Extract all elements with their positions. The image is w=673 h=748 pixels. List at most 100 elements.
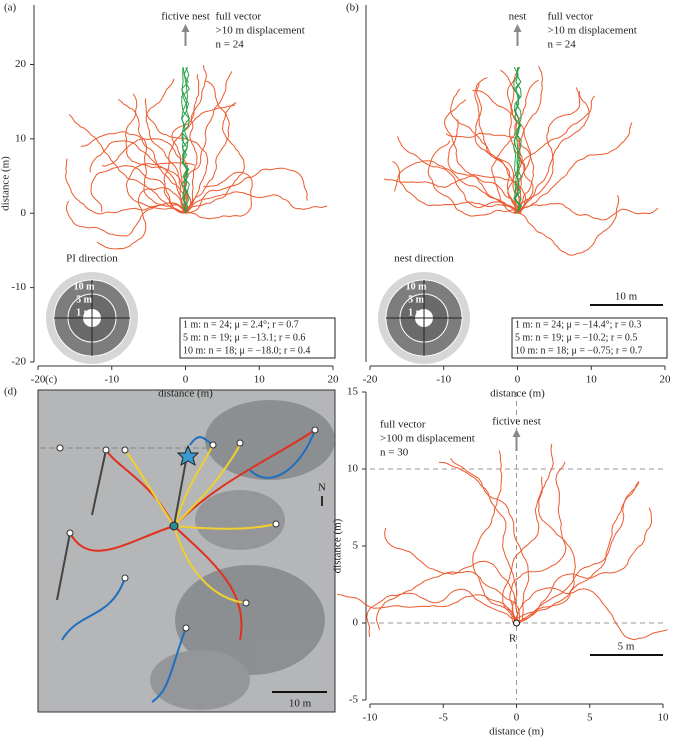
y-tick-label: 0 (353, 617, 359, 629)
trajectory (163, 104, 236, 214)
x-tick-label: 0 (183, 374, 189, 386)
panel-label: (c) (45, 374, 58, 386)
y-tick-label: 5 (353, 540, 359, 552)
inset-title: nest direction (394, 253, 454, 265)
trajectory (516, 481, 640, 624)
trajectory (383, 175, 521, 214)
inset-ring-label: 5 m (408, 294, 425, 305)
trajectory (125, 93, 185, 214)
trajectory (375, 570, 521, 630)
annotation: n = 24 (216, 39, 245, 51)
trajectory (491, 79, 539, 214)
annotation: full vector (216, 11, 262, 23)
annotation: full vector (380, 419, 426, 431)
x-tick-label: -10 (363, 712, 378, 724)
photo-arrows (56, 449, 188, 601)
stats-line: 1 m: n = 24; μ = −14.4°; r = 0.3 (515, 319, 641, 330)
trajectory (438, 461, 518, 624)
annotation: >10 m displacement (216, 25, 305, 37)
y-tick-label: -10 (11, 281, 26, 293)
annotation: >100 m displacement (380, 433, 475, 445)
trajectory (514, 195, 620, 256)
trajectory (96, 187, 186, 250)
inset-title: PI direction (66, 253, 118, 265)
trajectory (184, 101, 245, 214)
photo-routes (61, 429, 316, 703)
scale-bar-label: 5 m (618, 641, 635, 653)
trajectory (519, 507, 653, 624)
trajectory (384, 527, 519, 624)
y-axis-label: distance (m) (332, 518, 344, 573)
trajectory (80, 131, 186, 214)
trajectory (443, 99, 520, 214)
trajectory (450, 457, 530, 624)
inset-ring-label: 1 m (408, 307, 425, 318)
panel: -20 -10 0 10 20 distance (m) (b) nest full vecto… (346, 2, 671, 400)
y-tick-label: 10 (15, 132, 27, 144)
x-tick-label: -20 (31, 374, 46, 386)
trajectory (445, 132, 535, 214)
stats-line: 1 m: n = 24; μ = 2.4°; r = 0.7 (183, 319, 299, 330)
trajectory (512, 95, 595, 214)
x-tick-label: 0 (515, 374, 521, 386)
trajectory (68, 113, 186, 214)
panel: -10 -5 0 5 10 -5 0 5 10 15 distance (m) distance (m… (4, 386, 669, 738)
annotation: n = 30 (380, 447, 409, 459)
nest-search (513, 67, 522, 214)
trajectory (188, 167, 308, 214)
trajectory (337, 593, 520, 624)
y-tick-label: 15 (347, 386, 359, 398)
trajectory (514, 122, 633, 214)
trajectory (509, 461, 567, 624)
annotation: >10 m displacement (548, 25, 637, 37)
inset-ring-label: 5 m (76, 294, 93, 305)
stats-box (511, 317, 668, 359)
trajectory (182, 71, 233, 214)
inset-ring-label: 10 m (74, 281, 96, 292)
trajectory (185, 65, 208, 214)
x-tick-label: -5 (439, 712, 449, 724)
trajectory (397, 136, 517, 214)
trajectory (145, 78, 186, 214)
trajectory (447, 119, 527, 214)
x-tick-label: -10 (436, 374, 451, 386)
annotation: n = 24 (548, 39, 577, 51)
nest-label: nest (509, 11, 527, 23)
nest-search (513, 67, 522, 214)
annotation: full vector (548, 11, 594, 23)
nest-arrowhead (512, 429, 521, 437)
panel-label: (b) (346, 2, 359, 14)
panel: -20 -10 0 10 20 -20 -10 0 10 20 distance (m) distan… (0, 2, 339, 400)
y-tick-label: 20 (15, 58, 27, 70)
x-tick-label: 10 (586, 374, 598, 386)
nest-arrowhead (181, 24, 190, 32)
nest-label: fictive nest (492, 416, 541, 428)
y-tick-label: -20 (11, 356, 26, 368)
release-points (56, 426, 319, 632)
y-axis-label: distance (m) (0, 156, 12, 211)
x-tick-label: -10 (104, 374, 119, 386)
trajectory (518, 87, 581, 214)
feeder-star (176, 444, 200, 467)
trajectory (513, 587, 668, 641)
trajectory (144, 98, 209, 214)
tree-canopy (150, 400, 335, 710)
y-tick-label: -5 (349, 694, 359, 706)
trajectory (512, 476, 576, 624)
stats-box (179, 317, 336, 359)
stats-line: 5 m: n = 19; μ = −10.2; r = 0.5 (515, 332, 637, 343)
scale-bar-label: 10 m (615, 291, 638, 303)
nest-marker (169, 521, 179, 531)
trajectory (513, 202, 659, 221)
x-axis-label: distance (m) (158, 388, 213, 400)
trajectory (427, 140, 522, 217)
x-tick-label: 20 (328, 374, 340, 386)
nest-search (181, 67, 190, 214)
y-tick-label: 10 (347, 463, 359, 475)
nest-arrowhead (513, 24, 522, 32)
trajectory (515, 91, 590, 214)
stats-line: 10 m: n = 18; μ = −18.0; r = 0.4 (183, 345, 310, 356)
x-tick-label: -20 (363, 374, 378, 386)
stats-line: 5 m: n = 19; μ = −13.1; r = 0.6 (183, 332, 305, 343)
